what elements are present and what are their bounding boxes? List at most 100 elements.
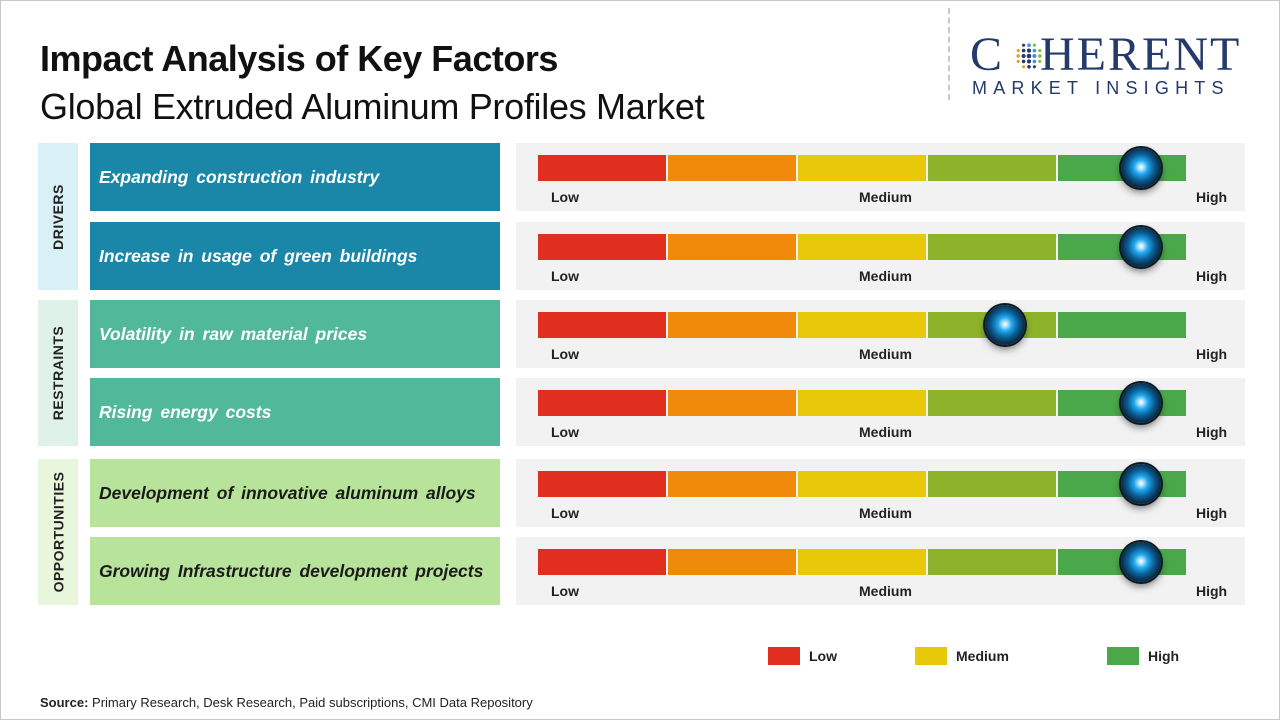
scale-label-low: Low	[551, 346, 579, 362]
gauge-segment	[928, 234, 1056, 260]
gauge-segment	[668, 390, 796, 416]
scale-label-low: Low	[551, 268, 579, 284]
scale-label-medium: Medium	[859, 583, 912, 599]
legend-swatch-low	[768, 647, 800, 665]
scale-label-low: Low	[551, 583, 579, 599]
impact-marker	[1120, 227, 1161, 267]
gauge-segment	[1058, 312, 1186, 338]
gauge-segment	[668, 312, 796, 338]
logo-dot	[1022, 65, 1026, 69]
legend-swatch-high	[1107, 647, 1139, 665]
logo-dot	[1026, 59, 1032, 64]
logo-wordmark: C HERENT	[970, 28, 1242, 81]
logo-dot	[1016, 49, 1020, 53]
logo-dot	[1038, 54, 1042, 58]
factor-label: Growing Infrastructure development proje…	[90, 537, 500, 605]
logo-dot	[1021, 48, 1026, 53]
gauge-segment	[538, 471, 666, 497]
scale-label-medium: Medium	[859, 268, 912, 284]
logo-dot	[1022, 43, 1026, 47]
gauge-segment	[798, 549, 926, 575]
logo-dot	[1027, 43, 1031, 47]
gauge-segment	[798, 234, 926, 260]
scale-label-high: High	[1196, 189, 1228, 205]
scale-label-high: High	[1196, 505, 1228, 521]
logo-dot	[1038, 59, 1042, 63]
scale-label-high: High	[1196, 583, 1228, 599]
category-label: OPPORTUNITIES	[50, 471, 67, 593]
impact-gauge-bar	[538, 390, 1186, 416]
chart-subtitle: Global Extruded Aluminum Profiles Market	[40, 86, 705, 127]
scale-label-medium: Medium	[859, 346, 912, 362]
gauge-segment	[798, 390, 926, 416]
factor-label: Rising energy costs	[90, 378, 500, 446]
category-restraints: RESTRAINTS	[38, 300, 78, 446]
impact-gauge-bar	[538, 234, 1186, 260]
logo-dot	[1032, 48, 1037, 53]
impact-gauge-bar	[538, 549, 1186, 575]
scale-label-low: Low	[551, 189, 579, 205]
logo-dot	[1032, 43, 1036, 47]
category-label: DRIVERS	[50, 183, 67, 250]
legend-label-medium: Medium	[956, 648, 1009, 664]
scale-label-high: High	[1196, 346, 1228, 362]
gauge-segment	[538, 390, 666, 416]
legend-label-low: Low	[809, 648, 837, 664]
scale-label-high: High	[1196, 424, 1228, 440]
logo-dot	[1027, 65, 1031, 69]
legend-label-high: High	[1148, 648, 1180, 664]
impact-marker	[1120, 464, 1161, 504]
factor-label: Expanding construction industry	[90, 143, 500, 211]
factor-label: Development of innovative aluminum alloy…	[90, 459, 500, 527]
impact-gauge-bar	[538, 471, 1186, 497]
logo-dot	[1016, 59, 1020, 63]
logo-dot	[1032, 65, 1036, 69]
logo-tagline: MARKET INSIGHTS	[972, 78, 1230, 98]
gauge-segment	[668, 234, 796, 260]
impact-marker	[1120, 148, 1161, 188]
gauge-segment	[928, 390, 1056, 416]
logo-divider	[948, 8, 950, 100]
category-opportunities: OPPORTUNITIES	[38, 459, 78, 605]
gauge-segment	[798, 471, 926, 497]
factor-label: Volatility in raw material prices	[90, 300, 500, 368]
logo-globe-icon	[1016, 43, 1042, 69]
factor-label: Increase in usage of green buildings	[90, 222, 500, 290]
logo-dot	[1032, 59, 1037, 64]
scale-label-low: Low	[551, 505, 579, 521]
logo-dot	[1038, 49, 1042, 53]
chart-title: Impact Analysis of Key Factors	[40, 38, 558, 79]
gauge-segment	[928, 471, 1056, 497]
gauge-segment	[928, 549, 1056, 575]
scale-label-medium: Medium	[859, 505, 912, 521]
logo-dot	[1026, 53, 1032, 59]
gauge-segment	[538, 155, 666, 181]
company-logo: C HERENT MARKET INSIGHTS	[970, 30, 1260, 100]
scale-label-medium: Medium	[859, 424, 912, 440]
legend-swatch-medium	[915, 647, 947, 665]
source-text: Primary Research, Desk Research, Paid su…	[92, 695, 533, 710]
scale-label-high: High	[1196, 268, 1228, 284]
gauge-segment	[798, 155, 926, 181]
scale-label-low: Low	[551, 424, 579, 440]
category-drivers: DRIVERS	[38, 143, 78, 290]
impact-marker	[1120, 383, 1161, 423]
gauge-segment	[928, 155, 1056, 181]
logo-dot	[1021, 53, 1026, 59]
logo-dot	[1021, 59, 1026, 64]
gauge-segment	[538, 549, 666, 575]
impact-marker	[984, 305, 1025, 345]
gauge-segment	[668, 471, 796, 497]
impact-marker	[1120, 542, 1161, 582]
scale-label-medium: Medium	[859, 189, 912, 205]
gauge-segment	[538, 234, 666, 260]
gauge-segment	[668, 549, 796, 575]
category-label: RESTRAINTS	[50, 325, 67, 421]
impact-gauge-bar	[538, 312, 1186, 338]
logo-dot	[1026, 48, 1032, 53]
impact-gauge-bar	[538, 155, 1186, 181]
gauge-segment	[798, 312, 926, 338]
logo-dot	[1016, 54, 1020, 58]
source-label: Source:	[40, 695, 89, 710]
logo-dot	[1032, 53, 1037, 59]
